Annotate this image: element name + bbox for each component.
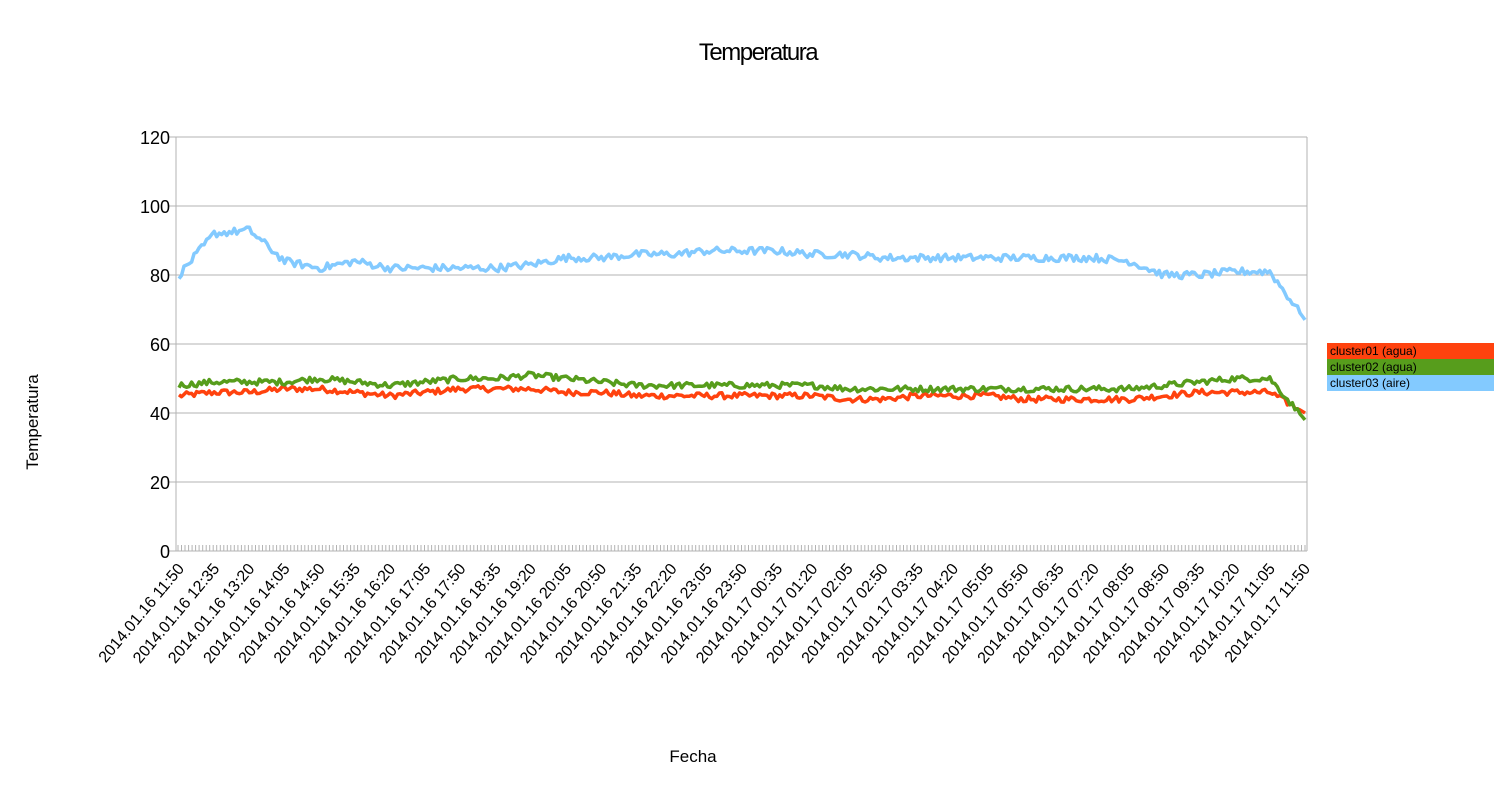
- x-axis-title: Fecha: [669, 747, 717, 766]
- series-line-1: [177, 384, 1306, 415]
- y-tick-label: 40: [150, 404, 170, 424]
- y-tick-label: 60: [150, 335, 170, 355]
- y-tick-label: 0: [160, 542, 170, 562]
- legend-label: cluster01 (agua): [1330, 344, 1417, 358]
- series-line-3: [177, 225, 1307, 321]
- legend-swatch: [1327, 359, 1494, 375]
- x-minor-ticks: [177, 545, 1306, 551]
- y-tick-label: 80: [150, 266, 170, 286]
- legend-label: cluster03 (aire): [1330, 376, 1410, 390]
- legend: cluster01 (agua) cluster02 (agua) cluster0…: [1327, 343, 1494, 391]
- y-tick-label: 100: [140, 197, 170, 217]
- legend-label: cluster02 (agua): [1330, 360, 1417, 374]
- y-tick-label: 20: [150, 473, 170, 493]
- chart-title: Temperatura: [699, 39, 819, 66]
- y-axis-title: Temperatura: [23, 374, 42, 470]
- legend-swatch: [1327, 343, 1494, 359]
- legend-swatch: [1327, 375, 1494, 391]
- gridlines: [176, 136, 1307, 552]
- series-line-2: [177, 370, 1307, 422]
- series-lines: [177, 225, 1307, 422]
- y-tick-label: 120: [140, 128, 170, 148]
